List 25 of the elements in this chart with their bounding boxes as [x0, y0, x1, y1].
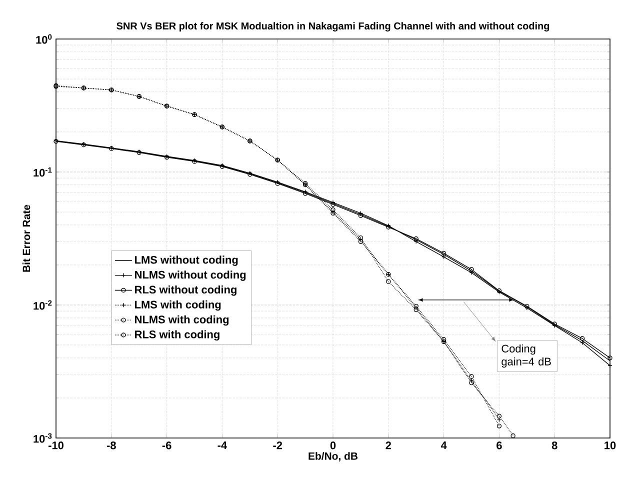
x-axis-title: Eb/No, dB	[308, 452, 358, 462]
y-tick-label: 10$^{-2}$	[34, 300, 52, 310]
legend-label: RLS with coding	[135, 330, 220, 341]
legend-label: NLMS without coding	[135, 270, 246, 281]
y-axis-title: Bit Error Rate	[22, 204, 30, 272]
x-tick-label: -8	[106, 442, 116, 450]
y-tick-label: 10$^{-3}$	[34, 433, 52, 443]
x-tick-label: -6	[162, 442, 172, 450]
x-tick-label: 6	[496, 442, 502, 450]
x-tick-label: 8	[552, 442, 558, 450]
legend-label: RLS without coding	[135, 286, 236, 296]
legend-label: LMS without coding	[135, 256, 238, 266]
y-tick-label: 10$^{0}$	[36, 34, 52, 44]
annotation: Coding gain=4 dB	[502, 344, 551, 368]
y-tick-label: 10$^{-1}$	[34, 167, 52, 177]
x-tick-label: 2	[386, 442, 392, 450]
x-tick-label: -4	[218, 442, 228, 450]
x-tick-label: 4	[440, 442, 447, 450]
x-tick-label: 10	[604, 442, 616, 450]
x-tick-label: -10	[48, 442, 64, 450]
x-tick-label: 0	[330, 442, 336, 450]
legend-label: NLMS with coding	[135, 315, 229, 326]
legend-label: LMS with coding	[135, 300, 221, 311]
x-tick-label: -2	[273, 442, 282, 450]
chart-title: SNR Vs BER plot for MSK Modualtion in Nakagami Fading Channel with and without coding	[116, 22, 550, 32]
